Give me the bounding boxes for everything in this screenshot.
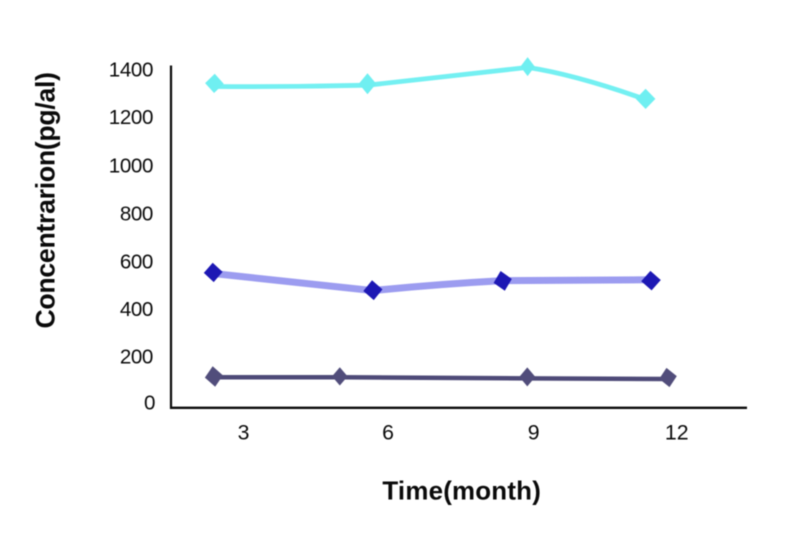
svg-text:1400: 1400	[109, 58, 153, 81]
svg-text:Concentrarion(pg/al): Concentrarion(pg/al)	[31, 72, 61, 329]
svg-text:0: 0	[144, 392, 155, 415]
svg-text:3: 3	[238, 421, 250, 445]
svg-text:800: 800	[120, 202, 153, 225]
svg-text:200: 200	[120, 346, 153, 369]
svg-text:600: 600	[120, 251, 153, 274]
svg-text:1200: 1200	[109, 106, 153, 129]
svg-text:Time(month): Time(month)	[382, 478, 540, 506]
svg-text:12: 12	[665, 421, 689, 445]
svg-text:6: 6	[382, 421, 394, 445]
svg-text:1000: 1000	[109, 154, 153, 177]
svg-text:9: 9	[528, 421, 540, 445]
svg-text:400: 400	[120, 298, 153, 321]
